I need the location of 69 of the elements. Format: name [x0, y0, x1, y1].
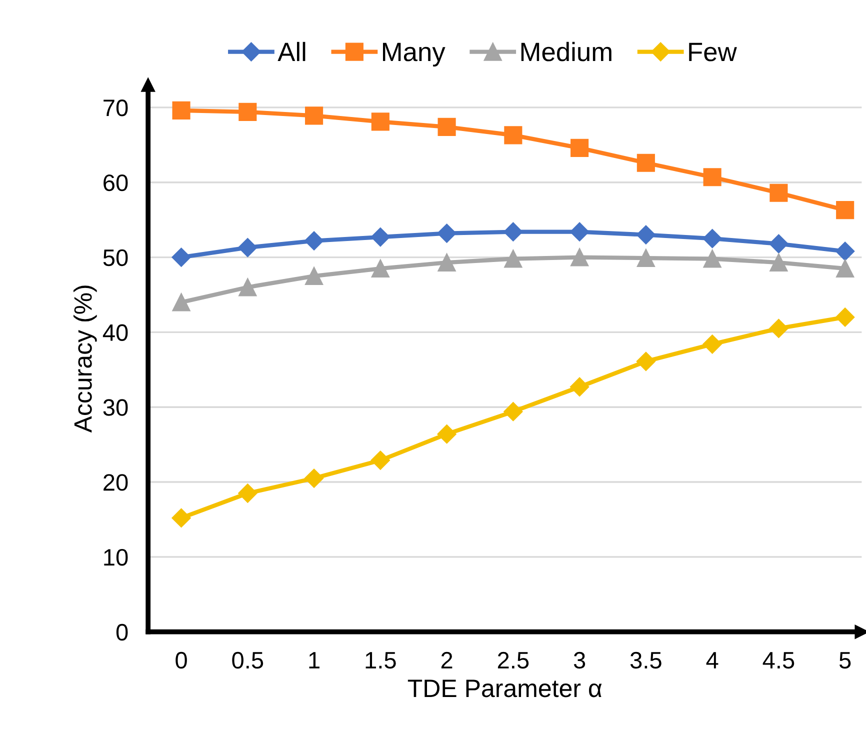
- x-tick-label: 4.5: [762, 652, 794, 669]
- y-tick-label: 50: [103, 249, 128, 266]
- x-tick-label: 5: [839, 652, 851, 669]
- point: [770, 184, 788, 202]
- point: [172, 248, 191, 267]
- point: [703, 250, 722, 268]
- point: [238, 238, 258, 258]
- point: [636, 352, 656, 371]
- point: [636, 249, 655, 268]
- point: [504, 126, 522, 144]
- point: [702, 229, 722, 248]
- y-tick-label: 10: [104, 549, 128, 566]
- x-tick-label: 3.5: [630, 652, 662, 669]
- x-tick-label: 1: [309, 652, 320, 668]
- point: [504, 402, 523, 422]
- point: [570, 138, 589, 157]
- point: [304, 231, 324, 250]
- legend-label: Many: [382, 42, 446, 67]
- point: [504, 250, 522, 268]
- point: [370, 450, 390, 470]
- point: [836, 308, 855, 327]
- x-tick-label: 4: [706, 652, 718, 668]
- point: [769, 234, 788, 254]
- point: [836, 242, 855, 261]
- x-tick-label: 3: [574, 652, 586, 669]
- point: [238, 278, 257, 296]
- x-tick-label: 2.5: [498, 652, 529, 669]
- legend-label: All: [278, 42, 306, 62]
- point: [172, 101, 190, 120]
- x-tick-label: 0: [176, 652, 187, 669]
- point: [172, 508, 191, 528]
- point: [703, 168, 722, 186]
- y-tick-label: 20: [104, 474, 128, 491]
- point: [370, 228, 390, 247]
- y-tick-label: 40: [102, 324, 128, 341]
- point: [570, 377, 590, 396]
- point: [836, 201, 854, 220]
- point: [304, 468, 324, 488]
- x-tick-label: 1.5: [366, 652, 396, 669]
- y-tick-label: 70: [104, 100, 128, 116]
- point: [305, 106, 324, 125]
- point: [570, 248, 589, 266]
- point: [371, 259, 390, 278]
- point: [570, 222, 590, 242]
- point: [238, 102, 257, 121]
- y-tick-label: 60: [104, 174, 128, 192]
- point: [636, 225, 656, 244]
- point: [437, 224, 456, 243]
- x-tick-label: 2: [441, 652, 452, 668]
- point: [371, 112, 390, 131]
- x-axis-title: TDE Parameter α: [408, 680, 602, 698]
- x-tick-label: 0.5: [232, 652, 264, 669]
- point: [305, 266, 324, 286]
- point: [769, 318, 788, 338]
- point: [702, 334, 722, 354]
- y-axis-title: Accuracy (%): [74, 286, 97, 433]
- legend-label: Few: [689, 42, 737, 62]
- y-tick-label: 30: [103, 399, 128, 416]
- point: [504, 222, 523, 242]
- point: [238, 484, 258, 503]
- point: [172, 293, 190, 312]
- point: [836, 259, 854, 278]
- point: [437, 424, 456, 444]
- y-tick-label: 0: [116, 624, 128, 641]
- legend-label: Medium: [521, 42, 612, 62]
- point: [438, 118, 456, 136]
- point: [770, 254, 788, 272]
- point: [438, 254, 456, 272]
- point: [636, 154, 655, 172]
